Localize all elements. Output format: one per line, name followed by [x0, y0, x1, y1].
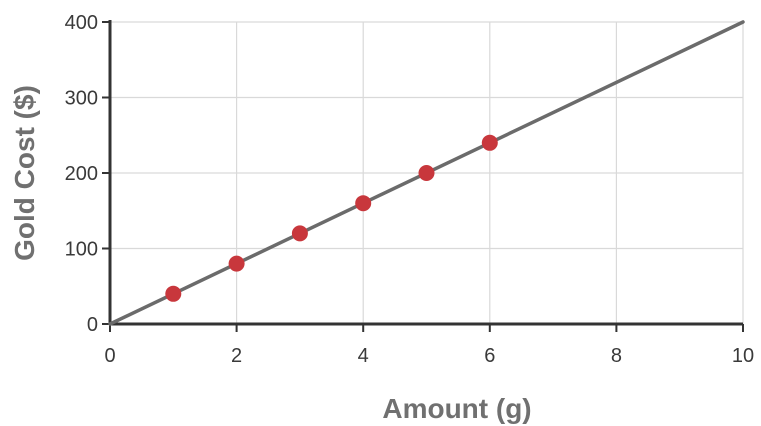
y-tick-label: 100	[65, 239, 98, 261]
data-point	[355, 195, 372, 212]
x-tick-label: 6	[484, 345, 495, 367]
x-tick-label: 0	[104, 345, 115, 367]
y-tick-label: 200	[65, 163, 98, 185]
y-tick-label: 0	[87, 314, 98, 336]
data-point	[481, 134, 498, 151]
data-point	[165, 285, 182, 302]
x-tick-label: 4	[358, 345, 369, 367]
y-tick-label: 300	[65, 88, 98, 110]
data-point	[418, 165, 435, 181]
x-tick-label: 8	[611, 345, 622, 367]
data-point	[291, 225, 308, 242]
data-points	[165, 134, 498, 302]
y-axis-title: Gold Cost ($)	[9, 85, 40, 261]
y-tick-label: 400	[65, 12, 98, 34]
x-axis-title: Amount (g)	[382, 393, 531, 424]
x-tick-label: 10	[732, 345, 754, 367]
data-point	[228, 255, 245, 272]
x-tick-label: 2	[231, 345, 242, 367]
